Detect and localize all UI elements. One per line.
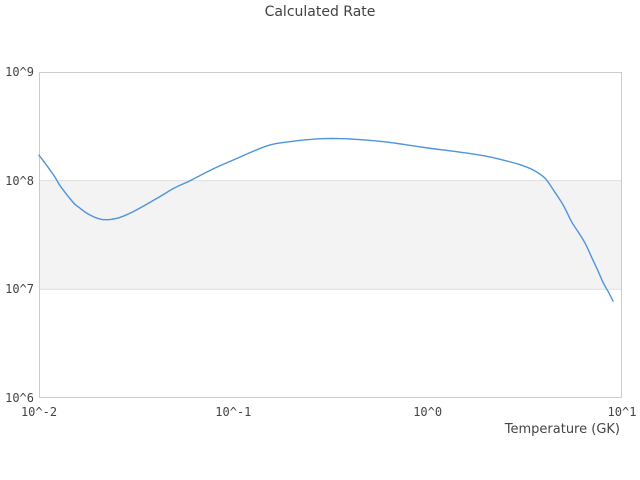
plot-frame bbox=[39, 72, 622, 398]
chart-title: Calculated Rate bbox=[264, 4, 376, 20]
x-tick-label: 10^-2 bbox=[20, 405, 58, 419]
y-tick-label: 10^9 bbox=[5, 65, 34, 79]
highlight-band bbox=[39, 180, 622, 290]
y-tick-label: 10^8 bbox=[5, 173, 34, 188]
rate-curve bbox=[38, 137, 614, 302]
x-tick-label: 10^0 bbox=[413, 405, 443, 419]
y-tick-label: 10^7 bbox=[5, 282, 34, 297]
y-tick-label: 10^6 bbox=[5, 391, 34, 405]
x-tick-label: 10^1 bbox=[607, 405, 637, 419]
x-tick-label: 10^-1 bbox=[215, 405, 252, 419]
x-axis-label: Temperature (GK) bbox=[504, 422, 620, 437]
